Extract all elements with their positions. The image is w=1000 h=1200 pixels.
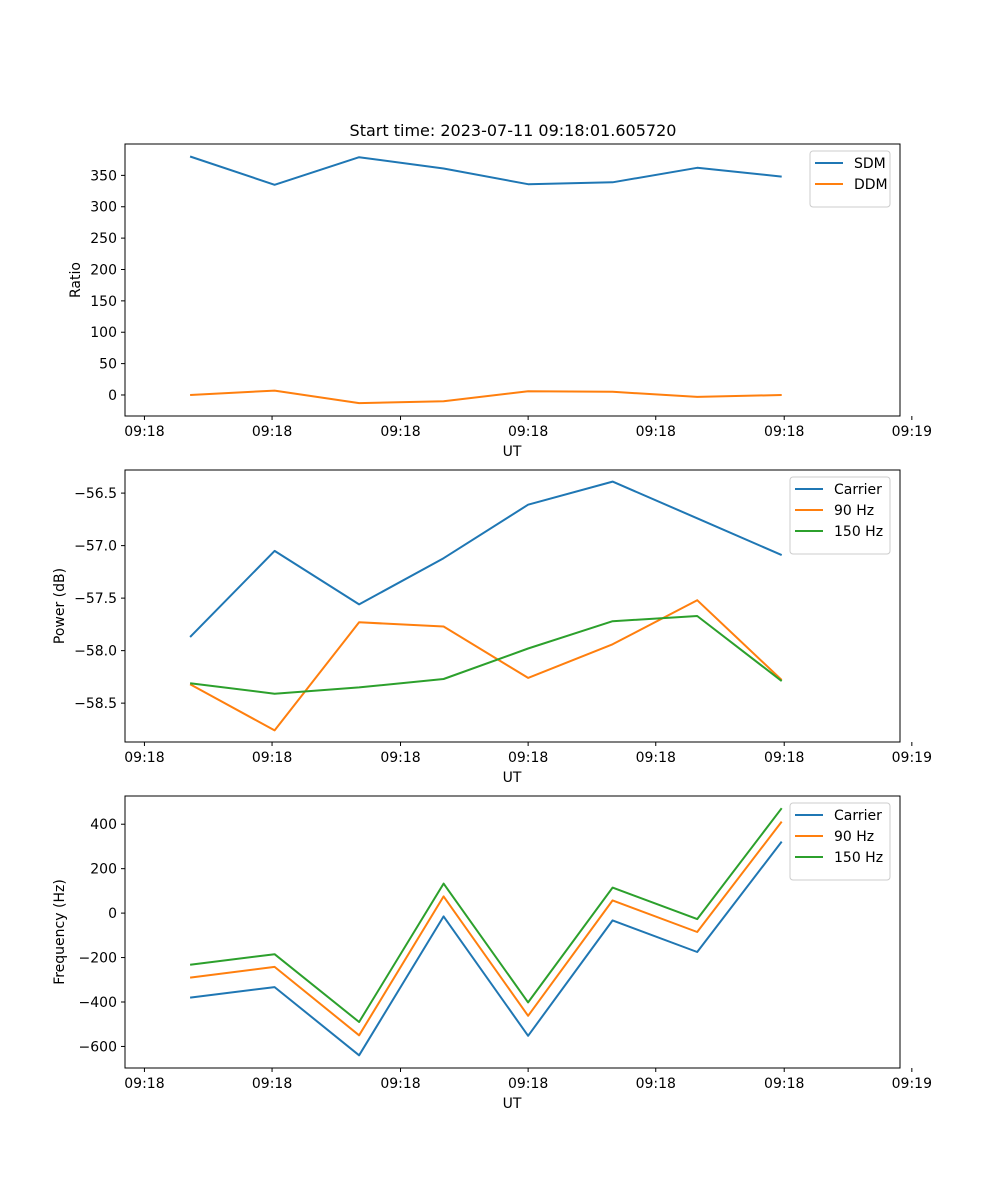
x-tick-label: 09:18 (508, 424, 548, 440)
x-axis-label: UT (503, 444, 522, 460)
x-tick-label: 09:18 (636, 1076, 676, 1092)
y-axis-label: Frequency (Hz) (52, 879, 68, 985)
subplot-2: 09:18 09:18 09:18 09:18 09:18 09:18 09:19 −58.5… (52, 469, 932, 786)
x-tick-label: 09:18 (124, 424, 164, 440)
y-tick-label: 200 (90, 862, 117, 878)
axes-frame (124, 469, 901, 743)
series-line-90-hz (189, 820, 783, 1037)
legend-label: 150 Hz (834, 524, 883, 540)
legend-frame (789, 476, 891, 555)
subplot-3: 09:18 09:18 09:18 09:18 09:18 09:18 09:19 −600 −… (52, 795, 932, 1112)
x-tick-label: 09:18 (764, 750, 804, 766)
x-tick-label: 09:18 (508, 750, 548, 766)
x-tick-label: 09:18 (380, 1076, 420, 1092)
y-tick-label: 300 (90, 200, 117, 216)
y-tick-label: −57.5 (74, 591, 117, 607)
y-axis-label: Ratio (68, 262, 84, 298)
x-tick-label: 09:18 (636, 750, 676, 766)
series-line-90-hz (189, 599, 783, 732)
y-tick-label: −200 (79, 951, 117, 967)
legend-label: 150 Hz (834, 850, 883, 866)
x-tick-label: 09:19 (892, 424, 932, 440)
legend-label: DDM (854, 177, 888, 193)
series-line-sdm (189, 155, 782, 186)
axes-frame (124, 795, 901, 1069)
series-line-ddm (190, 389, 782, 405)
legend-frame (809, 150, 891, 208)
series-line-150-hz (189, 615, 783, 695)
legend-label: Carrier (834, 808, 882, 824)
y-tick-label: 200 (90, 262, 117, 278)
y-tick-label: 0 (108, 906, 117, 922)
y-tick-label: −600 (79, 1039, 117, 1055)
y-tick-label: 50 (99, 357, 117, 373)
series-line-150-hz (189, 807, 783, 1023)
y-tick-label: 250 (90, 231, 117, 247)
series-line-carrier (189, 840, 783, 1057)
legend-label: 90 Hz (834, 829, 874, 845)
y-tick-label: −58.0 (74, 644, 117, 660)
x-tick-label: 09:18 (252, 750, 292, 766)
x-tick-label: 09:18 (252, 1076, 292, 1092)
x-tick-label: 09:18 (124, 750, 164, 766)
x-tick-label: 09:18 (764, 1076, 804, 1092)
x-tick-label: 09:18 (380, 750, 420, 766)
x-tick-label: 09:18 (124, 1076, 164, 1092)
x-tick-label: 09:19 (892, 1076, 932, 1092)
y-axis-label: Power (dB) (52, 568, 68, 644)
axes-frame (124, 143, 901, 417)
x-tick-label: 09:18 (764, 424, 804, 440)
y-tick-label: 150 (90, 294, 117, 310)
y-tick-label: −57.0 (74, 539, 117, 555)
subplots: 09:18 09:18 09:18 09:18 09:18 09:18 09:19 0 50 10… (52, 143, 932, 1112)
legend-label: Carrier (834, 482, 882, 498)
y-tick-label: 400 (90, 817, 117, 833)
legend: SDM DDM (809, 150, 891, 208)
y-tick-label: 100 (90, 325, 117, 341)
legend-label: SDM (854, 156, 886, 172)
x-tick-label: 09:18 (252, 424, 292, 440)
subplot-1: 09:18 09:18 09:18 09:18 09:18 09:18 09:19 0 50 10… (68, 143, 932, 460)
legend: Carrier 90 Hz 150 Hz (789, 476, 891, 555)
x-axis-label: UT (503, 1096, 522, 1112)
y-tick-label: 350 (90, 168, 117, 184)
legend-frame (789, 802, 891, 881)
x-tick-label: 09:19 (892, 750, 932, 766)
figure-title: Start time: 2023-07-11 09:18:01.605720 (350, 121, 677, 140)
legend-label: 90 Hz (834, 503, 874, 519)
y-tick-label: −58.5 (74, 696, 117, 712)
y-tick-label: −400 (79, 995, 117, 1011)
y-tick-label: −56.5 (74, 486, 117, 502)
x-tick-label: 09:18 (636, 424, 676, 440)
x-tick-label: 09:18 (508, 1076, 548, 1092)
y-tick-label: 0 (108, 388, 117, 404)
x-tick-label: 09:18 (380, 424, 420, 440)
x-axis-label: UT (503, 770, 522, 786)
series-line-carrier (189, 480, 783, 638)
legend: Carrier 90 Hz 150 Hz (789, 802, 891, 881)
